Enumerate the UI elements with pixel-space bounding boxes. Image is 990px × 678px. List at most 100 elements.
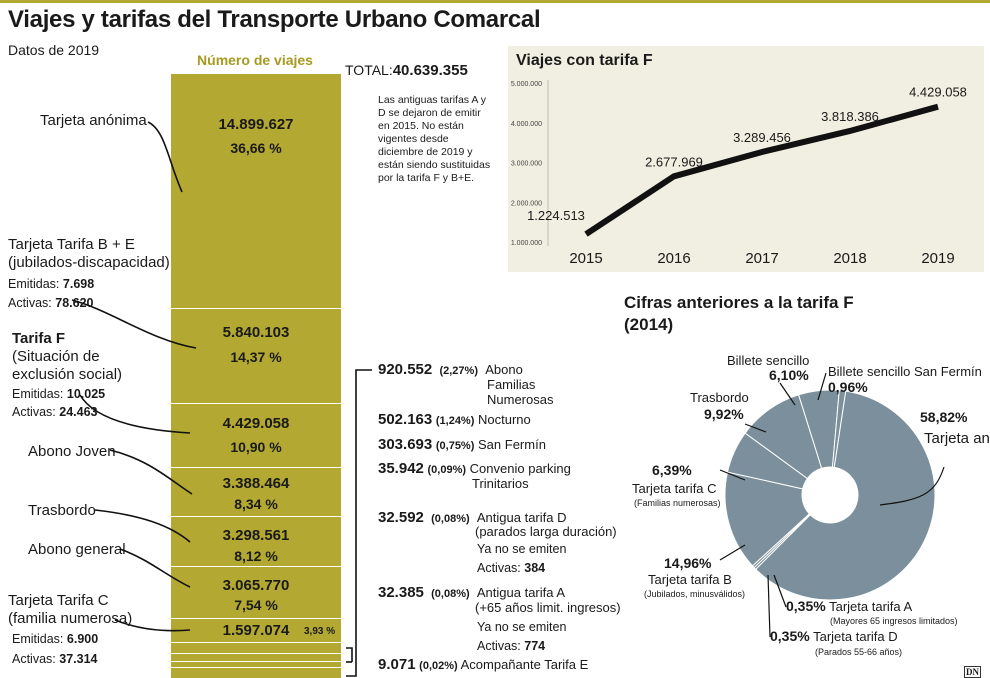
page-subtitle: Datos de 2019 — [8, 42, 100, 58]
pie-pct-b: 14,96% — [664, 555, 712, 571]
pie-sub-d: (Parados 55-66 años) — [815, 647, 903, 657]
pie-sub-a: (Mayores 65 ingresos limitados) — [830, 616, 958, 626]
y-tick-label: 4.000.000 — [511, 121, 542, 128]
segment-value-anonima: 14.899.627 — [218, 116, 294, 133]
label-general: Abono general — [28, 541, 126, 558]
publisher-logo: DN — [964, 666, 981, 678]
label-be-activas: Activas: 78.620 — [8, 296, 94, 310]
segment-pct-anonima: 36,66 % — [230, 140, 282, 156]
list-item-detail: (+65 años limit. ingresos) — [475, 600, 621, 615]
list-item: 32.385 (0,08%) Antigua tarifa A — [378, 584, 566, 601]
list-item-note: Activas: 384 — [477, 561, 546, 575]
y-tick-label: 1.000.000 — [511, 240, 542, 247]
segment-divider — [171, 653, 341, 654]
segment-divider — [171, 516, 341, 517]
top-accent-line — [0, 0, 990, 3]
pie-row-d: 0,35% Tarjeta tarifa D — [770, 628, 898, 645]
list-item: 35.942 (0,09%) Convenio parking — [378, 460, 571, 477]
pie-pct-anonima: 58,82% — [920, 409, 968, 425]
pie-pct-c: 6,39% — [652, 462, 692, 478]
list-item-note: Ya no se emiten — [477, 542, 567, 556]
label-f-emitidas: Emitidas: 10.025 — [12, 387, 106, 401]
list-item: 303.693 (0,75%) San Fermín — [378, 436, 546, 453]
pie-slice — [831, 389, 847, 468]
segment-pct-be: 14,37 % — [230, 349, 282, 365]
segment-pct-f: 10,90 % — [230, 439, 282, 455]
list-item-detail: Familias — [487, 377, 536, 392]
pie-pct-sanfermin: 0,96% — [828, 379, 868, 395]
label-joven: Abono Joven — [28, 443, 116, 460]
segment-divider — [171, 467, 341, 468]
segment-value-f: 4.429.058 — [222, 415, 290, 432]
label-be-line2: (jubilados-discapacidad) — [8, 254, 170, 271]
pie-label-trasbordo: Trasbordo — [690, 390, 749, 405]
segment-value-general: 3.065.770 — [222, 577, 290, 594]
pie-label-c: Tarjeta tarifa C — [632, 481, 717, 496]
segment-divider — [171, 667, 341, 668]
y-tick-label: 3.000.000 — [511, 161, 542, 168]
pie-sub-c: (Familias numerosas) — [634, 498, 721, 508]
segment-divider — [171, 403, 341, 404]
label-f-line2: (Situación de — [12, 348, 100, 365]
label-c-emitidas: Emitidas: 6.900 — [12, 632, 99, 646]
segment-divider — [171, 566, 341, 567]
label-be-emitidas: Emitidas: 7.698 — [8, 277, 95, 291]
data-label: 3.818.386 — [821, 109, 879, 124]
pie-label-anonima: Tarjeta anónima — [924, 430, 990, 447]
segment-value-joven: 3.388.464 — [222, 475, 290, 492]
list-item: 32.592 (0,08%) Antigua tarifa D — [378, 509, 567, 526]
tariffs-note: Las antiguas tarifas A y D se dejaron de… — [378, 94, 491, 184]
pie-row-a: 0,35% Tarjeta tarifa A — [786, 598, 913, 615]
pie-label-billete: Billete sencillo — [727, 353, 810, 368]
segment-value-c: 1.597.074 — [222, 622, 290, 639]
pie-label-sanfermin: Billete sencillo San Fermín — [828, 364, 982, 379]
x-tick-label: 2018 — [833, 250, 866, 267]
segment-divider — [171, 308, 341, 309]
data-label: 2.677.969 — [645, 154, 703, 169]
label-c-activas: Activas: 37.314 — [12, 652, 98, 666]
stacked-column — [171, 74, 341, 678]
label-c-line1: Tarjeta Tarifa C — [8, 592, 109, 609]
line-chart-title: Viajes con tarifa F — [516, 52, 653, 69]
list-item-detail: Numerosas — [487, 392, 554, 407]
list-item: 502.163 (1,24%) Nocturno — [378, 411, 531, 428]
list-item-note: Activas: 774 — [477, 639, 546, 653]
segment-divider — [171, 661, 341, 662]
pie-label-b: Tarjeta tarifa B — [648, 572, 732, 587]
x-tick-label: 2016 — [657, 250, 690, 267]
x-tick-label: 2019 — [921, 250, 954, 267]
label-anonima: Tarjeta anónima — [40, 112, 147, 129]
segment-pct-general: 7,54 % — [234, 597, 278, 613]
data-label: 3.289.456 — [733, 130, 791, 145]
pie-pct-trasbordo: 9,92% — [704, 406, 744, 422]
label-trasbordo: Trasbordo — [28, 502, 96, 519]
page-title: Viajes y tarifas del Transporte Urbano C… — [8, 6, 541, 33]
pie-chart — [724, 389, 936, 601]
list-item-detail: Trinitarios — [472, 476, 529, 491]
segment-pct-trasbordo: 8,12 % — [234, 548, 278, 564]
segment-value-trasbordo: 3.298.561 — [222, 527, 290, 544]
line-chart: 1.000.000 2.000.000 3.000.000 4.000.000 5.00… — [511, 80, 967, 267]
segment-pct-c: 3,93 % — [304, 626, 336, 637]
data-label: 1.224.513 — [527, 208, 585, 223]
x-tick-label: 2017 — [745, 250, 778, 267]
total-label: TOTAL:40.639.355 — [345, 62, 468, 79]
pie-sub-b: (Jubilados, minusválidos) — [644, 589, 746, 599]
data-label: 4.429.058 — [909, 85, 967, 100]
y-tick-label: 2.000.000 — [511, 200, 542, 207]
label-be-line1: Tarjeta Tarifa B + E — [8, 236, 135, 253]
y-tick-label: 5.000.000 — [511, 81, 542, 88]
segment-value-be: 5.840.103 — [222, 324, 290, 341]
label-f-line1: Tarifa F — [12, 330, 66, 347]
segment-divider — [171, 618, 341, 619]
list-item: 920.552 (2,27%) Abono — [378, 361, 523, 378]
segment-pct-joven: 8,34 % — [234, 496, 278, 512]
x-tick-label: 2015 — [569, 250, 602, 267]
pie-pct-billete: 6,10% — [769, 367, 809, 383]
label-f-line3: exclusión social) — [12, 366, 123, 383]
pie-chart-title: Cifras anteriores a la tarifa F (2014) — [624, 293, 854, 334]
pie-slice — [724, 471, 811, 567]
segment-divider — [171, 642, 341, 643]
